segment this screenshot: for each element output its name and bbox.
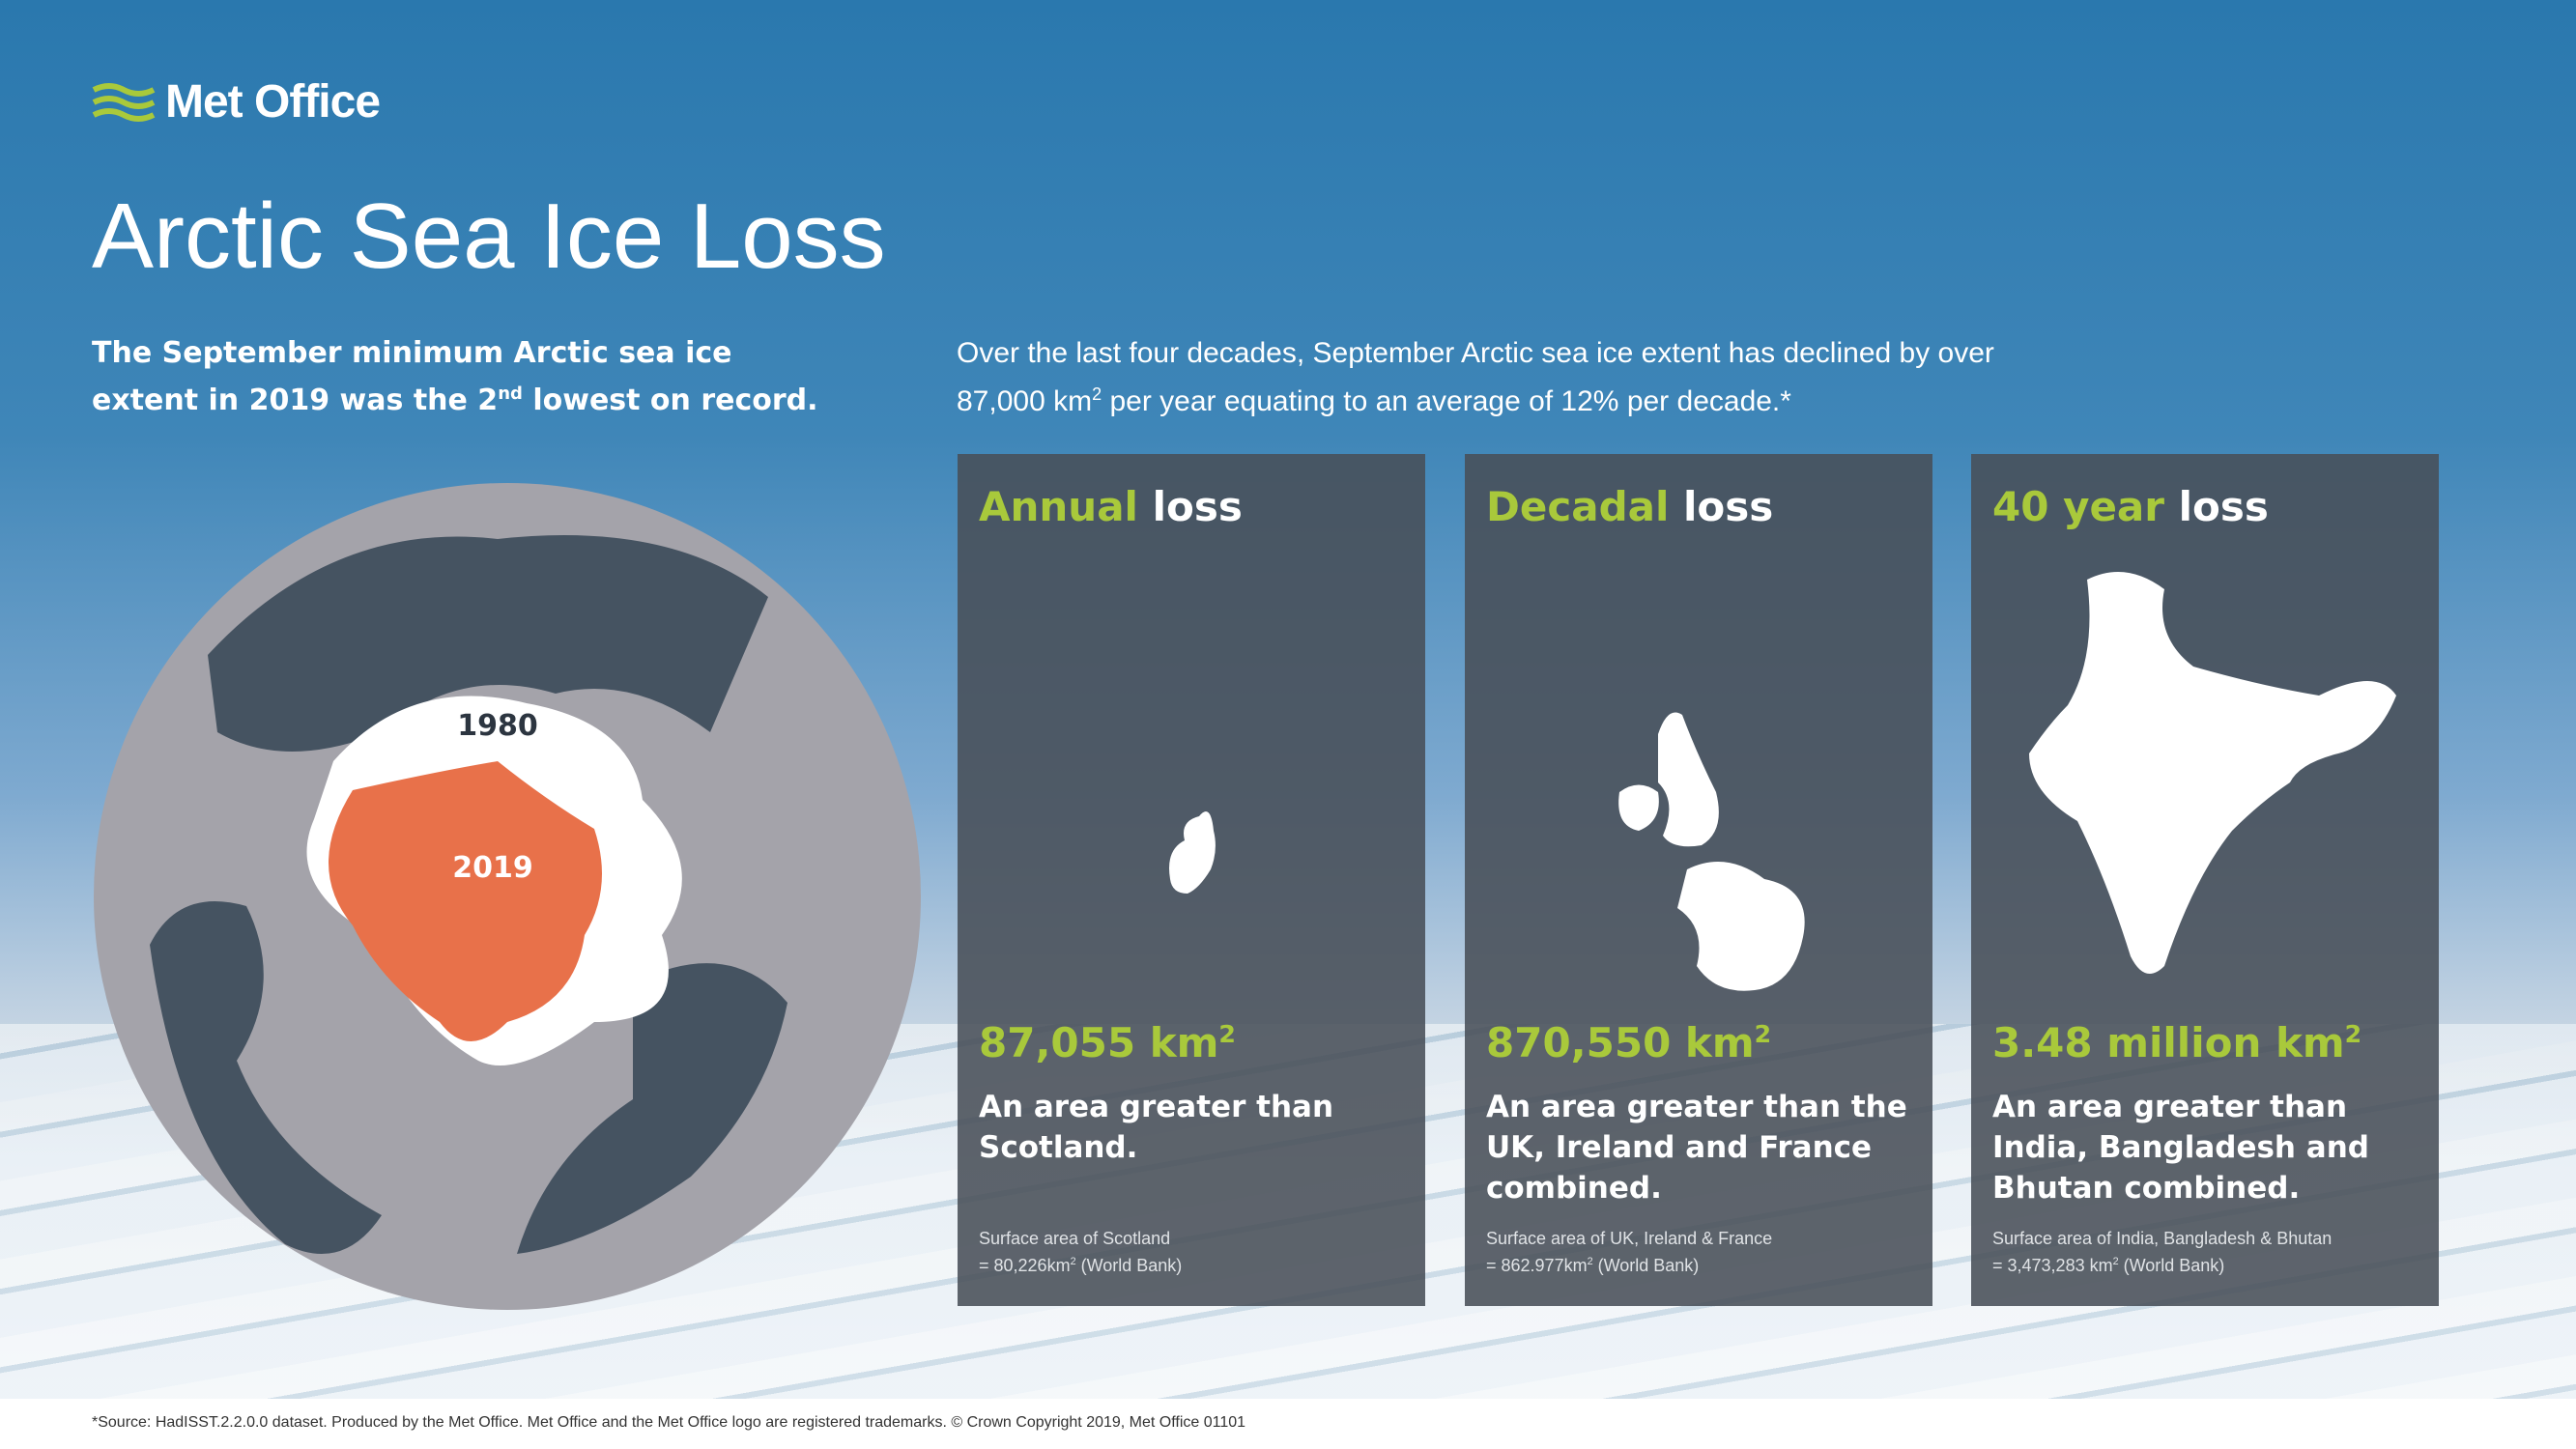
footer-source: *Source: HadISST.2.2.0.0 dataset. Produc… [0, 1399, 2576, 1449]
card-decadal-loss: Decadal loss 870,550 km2 An area greater… [1465, 454, 1932, 1306]
label-2019: 2019 [452, 851, 533, 885]
card-value: 870,550 km2 [1486, 1019, 1772, 1066]
card-description: An area greater than the UK, Ireland and… [1486, 1090, 1907, 1206]
uk-ireland-france-shape [1618, 712, 1805, 991]
lead-text: The September minimum Arctic sea ice ext… [92, 336, 818, 417]
land-north [208, 535, 768, 752]
card-note: Surface area of UK, Ireland & France = 86… [1486, 1229, 1773, 1275]
met-office-logo: Met Office [92, 75, 381, 128]
india-shape [2029, 572, 2396, 974]
intro-text: Over the last four decades, September Ar… [957, 337, 1994, 417]
card-value: 3.48 million km2 [1992, 1019, 2362, 1066]
card-annual-loss: Annual loss 87,055 km2 An area greater t… [958, 454, 1425, 1306]
arctic-map: 1980 2019 [94, 483, 921, 1310]
ice-extent-2019 [329, 761, 602, 1041]
card-note: Surface area of India, Bangladesh & Bhut… [1992, 1229, 2333, 1275]
card-title: Annual loss [979, 483, 1243, 530]
card-title: 40 year loss [1992, 483, 2269, 530]
card-note: Surface area of Scotland = 80,226km2 (Wor… [979, 1229, 1183, 1275]
land-west [150, 901, 382, 1254]
scotland-shape [1169, 811, 1216, 894]
page-title: Arctic Sea Ice Loss [92, 185, 886, 288]
card-description: An area greater than Scotland. [979, 1090, 1334, 1165]
label-1980: 1980 [457, 709, 538, 743]
card-40-year-loss: 40 year loss 3.48 million km2 An area gr… [1971, 454, 2439, 1306]
card-title: Decadal loss [1486, 483, 1774, 530]
card-description: An area greater than India, Bangladesh a… [1992, 1090, 2369, 1206]
land-east [517, 963, 787, 1254]
logo-text: Met Office [165, 76, 381, 128]
wave-logo-icon [92, 82, 156, 122]
card-value: 87,055 km2 [979, 1019, 1236, 1066]
